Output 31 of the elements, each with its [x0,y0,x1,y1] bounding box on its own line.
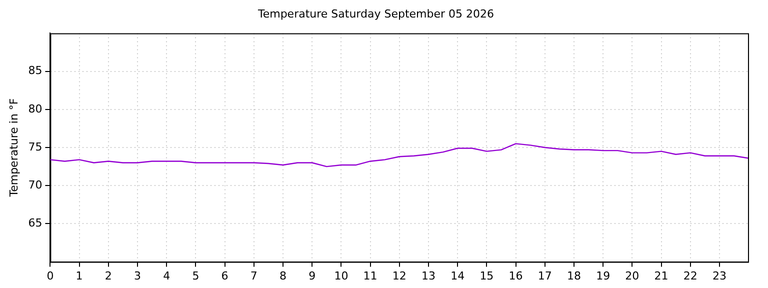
x-tick-label: 17 [538,269,552,282]
x-tick-label: 7 [250,269,258,282]
x-tick-label: 5 [192,269,200,282]
y-tick-label: 75 [28,140,42,154]
y-axis-title: Temperature in °F [7,98,20,198]
x-tick-label: 1 [76,269,83,282]
x-tick-label: 9 [308,269,316,282]
x-tick-label: 23 [712,269,726,282]
x-tick-label: 19 [596,269,610,282]
x-tick-label: 14 [450,269,465,282]
y-tick-label: 80 [28,102,42,116]
x-tick-label: 10 [334,269,348,282]
x-tick-label: 12 [392,269,406,282]
x-tick-label: 20 [625,269,640,282]
x-tick-label: 8 [279,269,286,282]
x-tick-label: 3 [134,269,141,282]
x-tick-label: 18 [566,269,581,282]
y-tick-label: 65 [28,216,42,230]
y-tick-label: 85 [28,64,42,78]
chart-title: Temperature Saturday September 05 2026 [256,7,494,20]
x-tick-label: 4 [163,269,170,282]
y-tick-label: 70 [28,178,42,192]
x-tick-label: 22 [683,269,698,282]
x-tick-label: 6 [221,269,228,282]
x-tick-label: 0 [46,269,54,282]
x-tick-label: 13 [421,269,436,282]
x-tick-label: 16 [508,269,523,282]
x-tick-label: 2 [104,269,112,282]
x-tick-label: 11 [363,269,378,282]
x-tick-label: 21 [654,269,668,282]
x-tick-label: 15 [480,269,494,282]
